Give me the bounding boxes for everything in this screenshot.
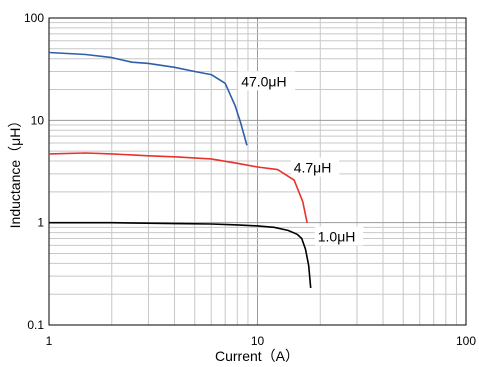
grid-lines <box>49 18 466 325</box>
series-lines <box>48 51 312 289</box>
x-tick-label: 100 <box>456 334 476 348</box>
plot-frame <box>48 17 467 326</box>
series-label: 47.0μH <box>241 73 286 89</box>
y-tick-label: 10 <box>31 113 45 127</box>
series-line <box>48 51 248 146</box>
series-labels: 47.0μH 4.7μH 1.0μH <box>238 71 364 246</box>
series-line <box>49 221 312 289</box>
series-label-bg <box>314 226 364 246</box>
series-label: 1.0μH <box>318 229 356 245</box>
series-label-bg <box>290 157 340 177</box>
y-tick-label: 1 <box>37 216 44 230</box>
x-tick-label: 1 <box>46 334 53 348</box>
series-label-bg <box>238 71 296 91</box>
y-tick-label: 0.1 <box>27 318 44 332</box>
x-tick-label: 10 <box>251 334 265 348</box>
series-line <box>48 152 308 223</box>
x-axis-title: Current（A） <box>215 348 299 364</box>
y-tick-label: 100 <box>24 11 44 25</box>
series-label: 4.7μH <box>294 160 332 176</box>
y-axis-title: Inductance（μH） <box>7 114 23 229</box>
